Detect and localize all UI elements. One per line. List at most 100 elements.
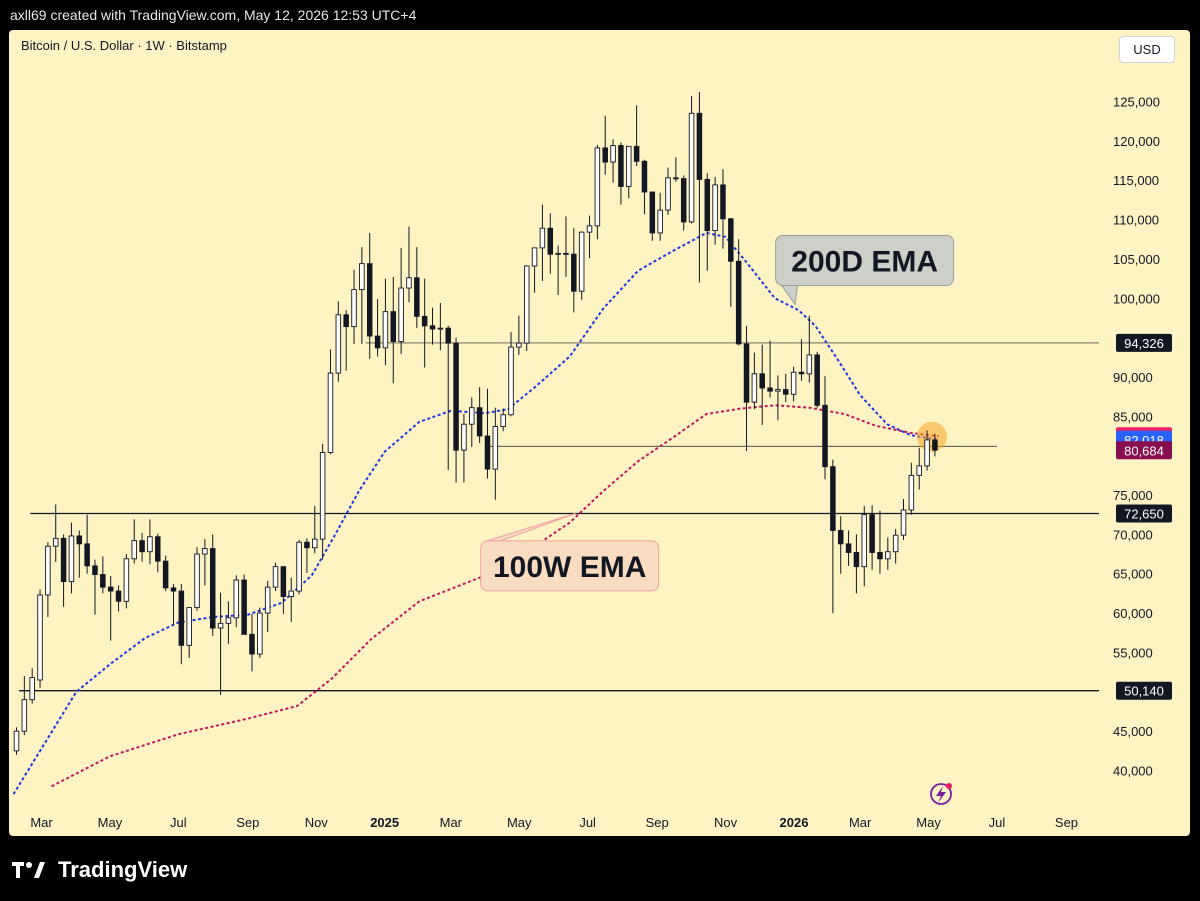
candle-body-up [147, 536, 153, 553]
candle-body-down [162, 560, 169, 589]
callout-box [775, 234, 955, 286]
candle [900, 498, 907, 540]
footer-brand: TradingView [12, 857, 187, 883]
candle-body-down [155, 536, 161, 562]
candle [822, 376, 828, 480]
candle [374, 299, 381, 357]
x-tick-label: Sep [236, 815, 259, 830]
candle-body-down [735, 260, 742, 345]
x-tick-label: Jul [989, 815, 1006, 830]
candle-body-down [696, 112, 703, 180]
candle [84, 514, 90, 574]
candle-body-down [280, 566, 287, 598]
candle [728, 217, 734, 307]
x-tick-label: Nov [714, 815, 738, 830]
candle [688, 95, 695, 224]
annotation-callout: 100W EMA [480, 513, 660, 592]
chart-panel[interactable]: Bitcoin / U.S. Dollar · 1W · Bitstamp US… [9, 30, 1190, 836]
candle [892, 528, 899, 564]
candle [680, 175, 687, 231]
currency-button[interactable]: USD [1119, 36, 1175, 63]
candle [37, 589, 43, 688]
candle-body-up [257, 612, 263, 655]
candle-body-up [508, 346, 514, 416]
candle-body-up [45, 545, 51, 596]
candle [366, 232, 373, 359]
price-label-bg [1116, 333, 1172, 352]
candle [735, 239, 742, 346]
candle [783, 373, 789, 403]
candle [555, 245, 561, 296]
symbol-title[interactable]: Bitcoin / U.S. Dollar · 1W · Bitstamp [21, 38, 227, 53]
candle-body-down [798, 371, 805, 375]
lightning-icon-ring [930, 783, 952, 805]
candle [414, 247, 420, 329]
y-tick-label: 85,000 [1113, 409, 1153, 424]
candle-body-up [359, 263, 365, 291]
candle [571, 228, 577, 313]
lightning-icon[interactable] [930, 783, 952, 805]
candle-body-up [924, 439, 930, 467]
candle-body-up [523, 265, 530, 344]
candle [429, 307, 436, 345]
candle-body-up [288, 590, 294, 598]
candle-body-up [327, 372, 334, 453]
y-tick-label: 40,000 [1113, 764, 1153, 779]
x-tick-label: Nov [305, 815, 329, 830]
candle-body-down [633, 145, 640, 162]
callout-text: 200D EMA [791, 245, 938, 278]
price-label-badge: 80,684 [1116, 441, 1172, 460]
candle-body-up [861, 514, 868, 568]
y-tick-label: 60,000 [1113, 606, 1153, 621]
candle [696, 92, 703, 283]
y-tick-label: 55,000 [1113, 645, 1153, 660]
candle-body-down [641, 160, 648, 193]
candle [123, 554, 130, 609]
candle [610, 139, 616, 183]
candle-body-down [139, 540, 145, 553]
candle [594, 144, 601, 240]
candle [775, 375, 781, 421]
candle-body-down [680, 178, 687, 223]
candle-body-down [445, 327, 451, 344]
candle-body-down [84, 543, 90, 567]
candle-body-down [366, 263, 373, 337]
price-label-badge: 50,140 [1116, 681, 1172, 700]
candle [523, 265, 530, 351]
candle [280, 566, 287, 614]
candle [343, 310, 349, 371]
candle-body-down [453, 342, 459, 451]
candle-body-up [885, 551, 891, 560]
candle-body-up [202, 548, 208, 555]
candle-body-up [194, 553, 200, 609]
candle-body-up [688, 112, 695, 223]
candle-body-down [649, 191, 656, 234]
candle-body-down [476, 407, 483, 437]
y-tick-label: 75,000 [1113, 488, 1153, 503]
callout-pointer [486, 513, 576, 542]
candle-body-up [806, 354, 813, 375]
y-tick-label: 65,000 [1113, 567, 1153, 582]
candle [390, 277, 397, 384]
price-chart[interactable]: Mar May Jul Sep Nov 2025 Mar May Jul Sep Nov 2026 Ma… [9, 30, 1190, 836]
candle-body-down [704, 178, 711, 232]
candle-body-up [437, 327, 444, 330]
candle [445, 325, 451, 470]
candle-body-down [845, 543, 852, 553]
y-tick-label: 115,000 [1113, 173, 1159, 188]
candle [704, 173, 711, 271]
candle-body-down [837, 530, 844, 545]
candle [147, 519, 153, 565]
callout-pointer [780, 284, 799, 306]
candle [29, 668, 35, 704]
candle-body-down [783, 389, 789, 395]
candle [743, 325, 750, 451]
candle-body-up [500, 414, 506, 428]
brand-name: TradingView [58, 857, 188, 882]
plot-area [12, 92, 1099, 795]
candle-body-down [743, 343, 750, 403]
candle [516, 315, 522, 355]
candle-body-down [249, 633, 255, 655]
candle [52, 504, 59, 562]
candle-body-down [100, 574, 106, 588]
